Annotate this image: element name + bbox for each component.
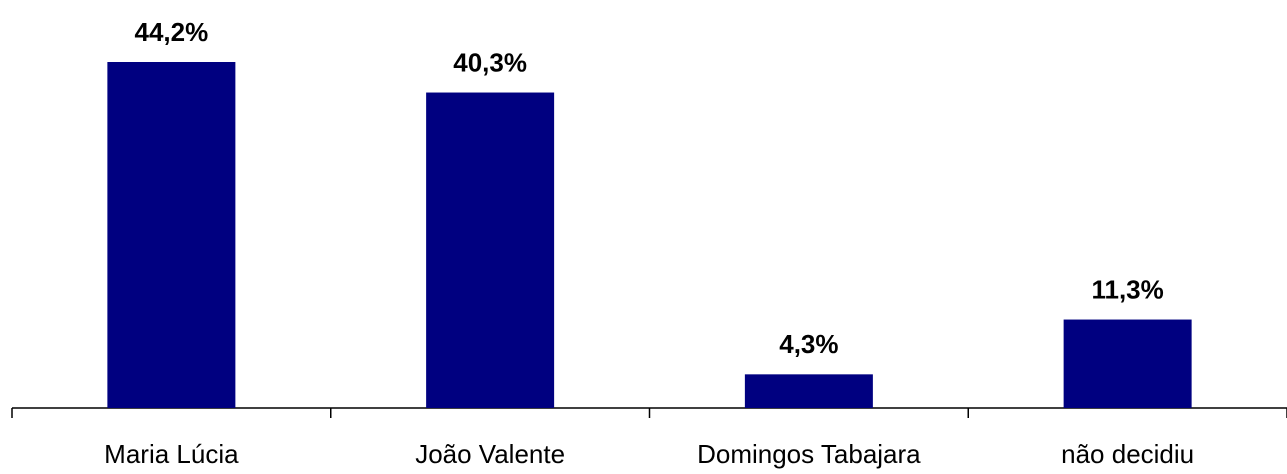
bar <box>426 92 555 408</box>
x-tick-label: Domingos Tabajara <box>697 439 921 469</box>
bar <box>107 62 236 408</box>
value-label: 11,3% <box>1091 274 1163 304</box>
bar <box>744 374 873 408</box>
value-label: 4,3% <box>779 329 838 359</box>
bar <box>1063 319 1192 408</box>
value-label: 40,3% <box>453 47 527 77</box>
x-tick-label: João Valente <box>415 439 565 469</box>
x-tick-label: não decidiu <box>1061 439 1194 469</box>
x-tick-label: Maria Lúcia <box>104 439 239 469</box>
value-label: 44,2% <box>135 17 209 47</box>
